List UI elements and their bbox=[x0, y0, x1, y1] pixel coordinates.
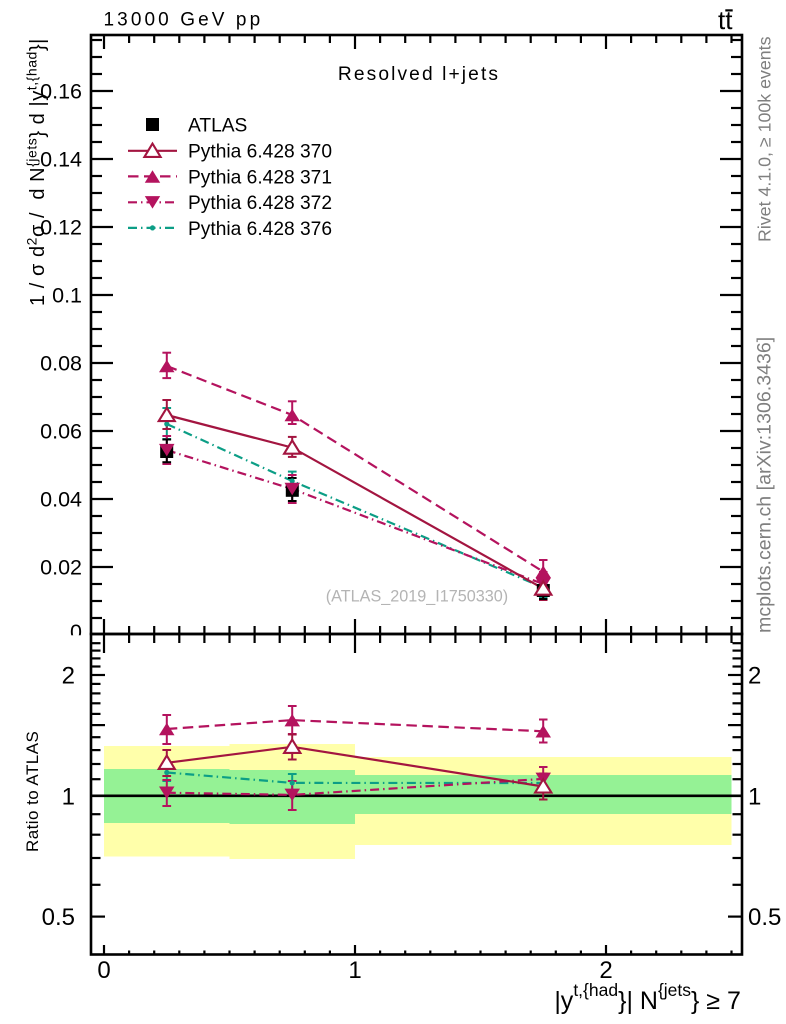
svg-text:(ATLAS_2019_I1750330): (ATLAS_2019_I1750330) bbox=[326, 588, 508, 606]
svg-text:Pythia 6.428 372: Pythia 6.428 372 bbox=[188, 193, 332, 214]
svg-text:0.06: 0.06 bbox=[40, 420, 82, 444]
svg-text:tt: tt bbox=[718, 5, 733, 35]
svg-text:Resolved l+jets: Resolved l+jets bbox=[338, 64, 500, 85]
svg-text:ATLAS: ATLAS bbox=[188, 115, 247, 136]
svg-text:Pythia 6.428 376: Pythia 6.428 376 bbox=[188, 219, 332, 240]
svg-text:2: 2 bbox=[599, 957, 612, 984]
svg-text:1: 1 bbox=[62, 783, 75, 810]
svg-text:Rivet 4.1.0, ≥ 100k events: Rivet 4.1.0, ≥ 100k events bbox=[755, 36, 775, 242]
svg-text:2: 2 bbox=[748, 663, 761, 690]
svg-text:0.5: 0.5 bbox=[42, 904, 75, 931]
svg-text:mcplots.cern.ch [arXiv:1306.34: mcplots.cern.ch [arXiv:1306.3436] bbox=[754, 337, 776, 633]
svg-text:1: 1 bbox=[748, 783, 761, 810]
svg-text:0.14: 0.14 bbox=[40, 148, 82, 172]
svg-text:0.08: 0.08 bbox=[40, 352, 82, 376]
svg-text:Ratio to ATLAS: Ratio to ATLAS bbox=[23, 731, 42, 852]
svg-text:0.04: 0.04 bbox=[40, 488, 82, 512]
svg-text:Pythia 6.428 371: Pythia 6.428 371 bbox=[188, 167, 332, 188]
svg-text:2: 2 bbox=[62, 663, 75, 690]
svg-text:0: 0 bbox=[97, 957, 110, 984]
svg-text:0.12: 0.12 bbox=[40, 216, 82, 240]
svg-text:1 / σ d2σ / d N{jets} d |yt,{: 1 / σ d2σ / d N{jets} d |yt,{had}| bbox=[24, 38, 49, 306]
svg-text:13000 GeV pp: 13000 GeV pp bbox=[104, 10, 264, 31]
svg-text:0.1: 0.1 bbox=[52, 284, 82, 308]
svg-text:0.02: 0.02 bbox=[40, 556, 82, 580]
svg-text:0.5: 0.5 bbox=[748, 904, 781, 931]
svg-text:1: 1 bbox=[348, 957, 361, 984]
svg-text:Pythia 6.428 370: Pythia 6.428 370 bbox=[188, 142, 332, 163]
svg-text:0.16: 0.16 bbox=[40, 80, 82, 104]
